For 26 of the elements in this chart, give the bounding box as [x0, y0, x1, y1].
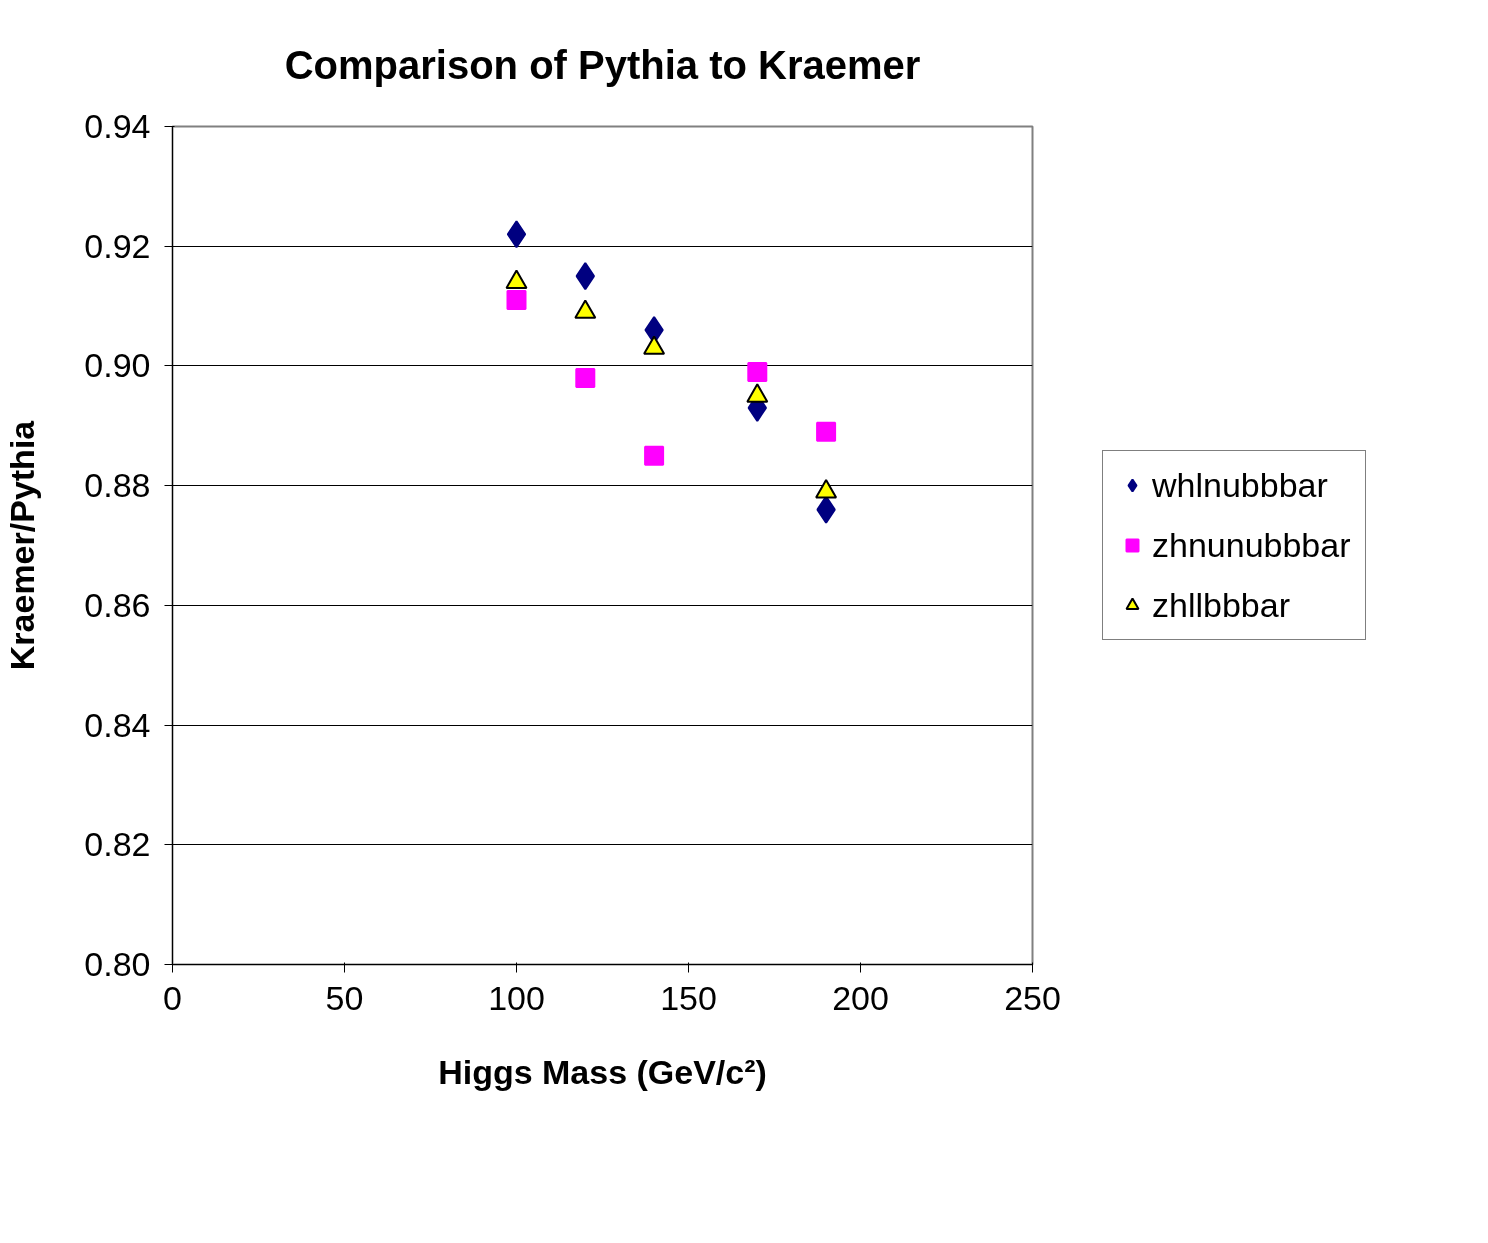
point	[747, 361, 768, 382]
chart-title: Comparison of Pythia to Kraemer	[284, 42, 921, 87]
y-tick-label: 0.92	[84, 226, 151, 265]
point	[575, 367, 596, 388]
x-tick-label: 150	[660, 978, 717, 1017]
y-tick-label: 0.94	[84, 107, 151, 145]
x-tick-label: 250	[1004, 978, 1061, 1017]
legend-label: whlnubbbar	[1152, 465, 1328, 505]
y-tick-label: 0.88	[84, 466, 151, 505]
point	[816, 421, 837, 442]
point	[506, 220, 527, 249]
legend-label: zhnunubbbar	[1152, 525, 1351, 565]
point	[506, 290, 527, 311]
y-tick-label: 0.90	[84, 346, 151, 385]
y-tick-label: 0.82	[84, 825, 151, 864]
y-tick-label: 0.84	[84, 705, 151, 744]
legend-label: zhllbbbar	[1152, 585, 1290, 625]
x-tick-label: 100	[488, 978, 545, 1017]
x-axis-title: Higgs Mass (GeV/c²)	[438, 1052, 767, 1091]
y-axis-title: Kraemer/Pythia	[3, 419, 42, 671]
x-tick-label: 0	[163, 978, 182, 1017]
point	[644, 445, 665, 466]
y-tick-label: 0.80	[84, 945, 151, 983]
y-tick-label: 0.86	[84, 585, 151, 624]
x-tick-label: 200	[832, 978, 889, 1017]
x-tick-label: 50	[325, 978, 364, 1017]
